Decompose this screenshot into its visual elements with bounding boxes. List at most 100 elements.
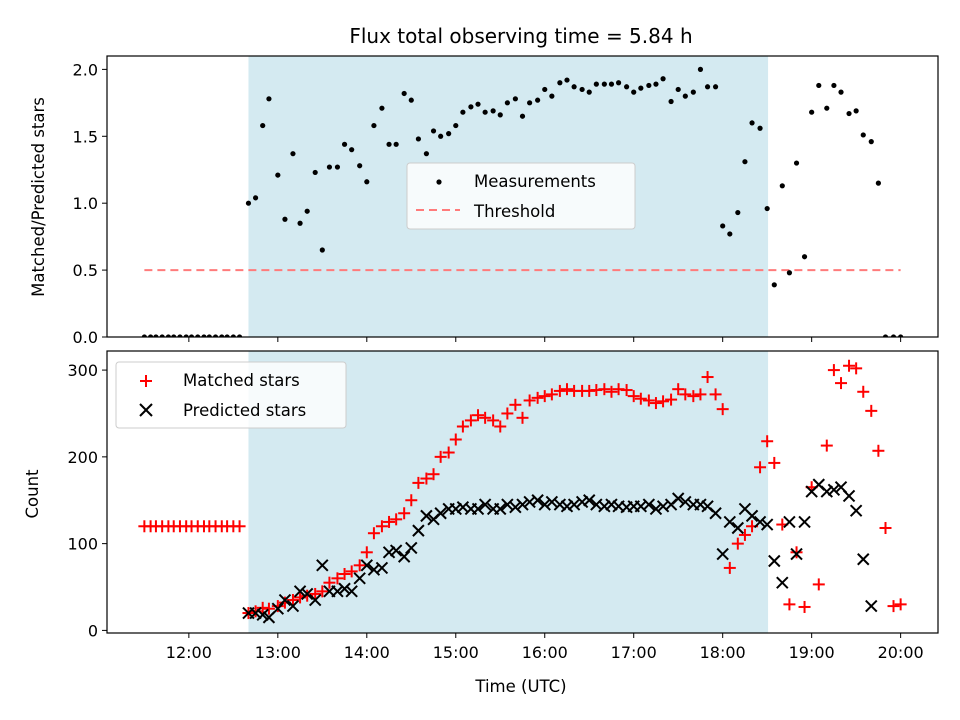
- measurement-point: [831, 82, 837, 89]
- measurement-point: [206, 334, 212, 337]
- measurement-point: [260, 122, 266, 129]
- measurement-point: [504, 100, 510, 106]
- predicted-star-point: [286, 599, 300, 613]
- count-x-ticks: 12:00 13:00 14:00 15:00 16:00 17:00 18:00 19:00…: [166, 633, 924, 662]
- matched-star-point: [442, 446, 455, 459]
- measurement-point: [236, 334, 243, 337]
- y-tick-label: 1.5: [73, 127, 98, 146]
- legend-threshold-label: Threshold: [473, 202, 555, 221]
- measurement-point: [824, 105, 830, 111]
- matched-star-point: [768, 456, 781, 469]
- measurement-point: [704, 84, 711, 90]
- predicted-star-point: [412, 524, 425, 537]
- measurement-point: [275, 172, 281, 178]
- predicted-star-point: [271, 602, 285, 615]
- matched-star-point: [605, 385, 618, 398]
- predicted-star-point: [575, 495, 589, 509]
- predicted-star-point: [842, 489, 856, 503]
- measurement-point: [490, 108, 496, 114]
- measurement-point: [165, 334, 171, 337]
- matched-star-point: [309, 587, 322, 600]
- measurement-point: [224, 334, 230, 337]
- measurement-point: [668, 98, 674, 105]
- measurement-point: [183, 334, 189, 337]
- measurement-point: [430, 128, 437, 134]
- matched-star-point: [464, 414, 477, 427]
- matched-star-point: [286, 594, 299, 607]
- predicted-star-point: [865, 599, 878, 613]
- predicted-star-point: [375, 561, 389, 575]
- y-tick-label: 100: [67, 535, 98, 554]
- count-legend: Matched stars Predicted stars: [115, 361, 347, 429]
- predicted-star-point: [723, 515, 737, 529]
- matched-star-point: [812, 578, 825, 591]
- measurement-point: [809, 109, 815, 115]
- legend-matched-label: Matched stars: [183, 371, 300, 390]
- predicted-star-point: [649, 502, 663, 516]
- matched-star-point: [694, 388, 707, 401]
- matched-star-point: [894, 598, 907, 611]
- matched-star-point: [731, 537, 744, 550]
- measurement-point: [195, 334, 201, 337]
- measurement-point: [749, 120, 755, 126]
- predicted-star-point: [671, 492, 685, 505]
- matched-star-point: [679, 388, 692, 401]
- measurement-point: [853, 108, 859, 114]
- matched-star-point: [449, 433, 462, 446]
- predicted-star-point: [478, 498, 492, 511]
- measurement-point: [446, 131, 452, 137]
- measurement-point: [141, 334, 147, 337]
- predicted-star-point: [516, 498, 529, 511]
- measurement-point: [623, 84, 630, 90]
- measurement-point: [631, 89, 637, 95]
- matched-star-point: [709, 388, 722, 401]
- measurement-point: [371, 122, 377, 129]
- predicted-star-point: [338, 582, 351, 595]
- legend-predicted-label: Predicted stars: [183, 401, 306, 420]
- matched-star-point: [487, 414, 500, 427]
- predicted-star-point: [256, 608, 269, 621]
- predicted-star-point: [360, 559, 374, 572]
- measurement-point: [482, 109, 488, 115]
- x-tick-label: 16:00: [522, 643, 568, 662]
- measurement-point: [898, 334, 904, 337]
- measurement-point: [386, 141, 392, 147]
- measurement-point: [304, 208, 310, 214]
- measurement-point: [512, 96, 518, 102]
- matched-star-point: [338, 567, 351, 580]
- matched-star-point: [649, 397, 662, 410]
- matched-star-point: [316, 585, 329, 598]
- measurement-point: [171, 334, 177, 337]
- measurement-point: [535, 97, 541, 103]
- predicted-star-point: [790, 547, 803, 561]
- measurement-point: [349, 147, 355, 153]
- measurement-point: [779, 183, 785, 189]
- measurement-point: [579, 86, 585, 93]
- legend-matched-marker: [140, 375, 152, 387]
- measurement-point: [364, 179, 370, 185]
- matched-star-point: [716, 403, 729, 416]
- measurement-point: [177, 334, 183, 337]
- legend-measurements-marker: [436, 179, 442, 185]
- x-axis-label: Time (UTC): [474, 677, 566, 696]
- measurement-point: [188, 334, 195, 337]
- measurement-point: [266, 96, 272, 102]
- y-tick-label: 200: [67, 448, 98, 467]
- measurement-point: [357, 163, 363, 169]
- measurement-point: [860, 132, 866, 138]
- predicted-star-point: [501, 498, 514, 511]
- x-tick-label: 12:00: [166, 643, 212, 662]
- predicted-star-point: [753, 515, 767, 529]
- matched-star-point: [665, 393, 678, 406]
- matched-star-point: [820, 439, 833, 452]
- measurement-point: [564, 77, 570, 83]
- ratio-y-axis-label: Matched/Predicted stars: [29, 97, 48, 297]
- measurement-point: [468, 104, 474, 110]
- matched-star-point: [323, 576, 336, 589]
- y-tick-label: 0.0: [73, 328, 98, 347]
- ratio-legend-box: [406, 162, 636, 230]
- measurement-point: [282, 216, 288, 222]
- matched-star-point: [353, 559, 366, 572]
- measurement-point: [593, 81, 599, 87]
- predicted-star-point: [798, 515, 811, 529]
